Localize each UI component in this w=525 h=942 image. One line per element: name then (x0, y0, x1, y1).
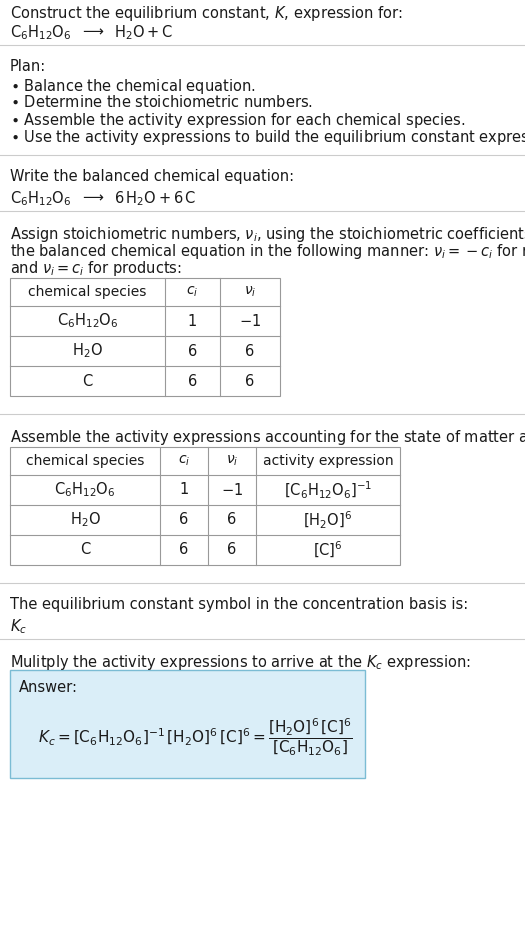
Text: 6: 6 (188, 344, 197, 359)
Text: 1: 1 (180, 482, 188, 497)
Text: $K_c$: $K_c$ (10, 617, 27, 636)
Text: and $\nu_i = c_i$ for products:: and $\nu_i = c_i$ for products: (10, 259, 182, 278)
Text: $[\mathrm{C_6H_{12}O_6}]^{-1}$: $[\mathrm{C_6H_{12}O_6}]^{-1}$ (284, 479, 372, 500)
Text: $-1$: $-1$ (239, 313, 261, 329)
Text: 1: 1 (188, 314, 197, 329)
Text: 6: 6 (180, 512, 188, 528)
Text: C: C (82, 373, 92, 388)
Text: Plan:: Plan: (10, 59, 46, 74)
Text: $[\mathrm{H_2O}]^6$: $[\mathrm{H_2O}]^6$ (303, 510, 352, 530)
Text: $\longrightarrow$: $\longrightarrow$ (80, 189, 105, 204)
Text: Assign stoichiometric numbers, $\nu_i$, using the stoichiometric coefficients, $: Assign stoichiometric numbers, $\nu_i$, … (10, 225, 525, 244)
Text: $\mathrm{H_2O}$: $\mathrm{H_2O}$ (70, 511, 100, 529)
Text: $\mathrm{H_2O + C}$: $\mathrm{H_2O + C}$ (114, 23, 173, 41)
Text: Assemble the activity expressions accounting for the state of matter and $\nu_i$: Assemble the activity expressions accoun… (10, 428, 525, 447)
Text: $\bullet$ Assemble the activity expression for each chemical species.: $\bullet$ Assemble the activity expressi… (10, 111, 465, 130)
Text: $\mathrm{6\,H_2O + 6\,C}$: $\mathrm{6\,H_2O + 6\,C}$ (114, 189, 196, 207)
Text: $K_c = [\mathrm{C_6H_{12}O_6}]^{-1}\,[\mathrm{H_2O}]^6\,[\mathrm{C}]^6 = \dfrac{: $K_c = [\mathrm{C_6H_{12}O_6}]^{-1}\,[\m… (38, 717, 353, 757)
Text: $\mathrm{H_2O}$: $\mathrm{H_2O}$ (72, 342, 103, 361)
Text: $\longrightarrow$: $\longrightarrow$ (80, 23, 105, 38)
Text: $[\mathrm{C}]^6$: $[\mathrm{C}]^6$ (313, 540, 343, 560)
Text: $\mathrm{C_6H_{12}O_6}$: $\mathrm{C_6H_{12}O_6}$ (54, 480, 116, 499)
Text: $-1$: $-1$ (221, 482, 243, 498)
Bar (10, 278, 280, 396)
Text: $\bullet$ Use the activity expressions to build the equilibrium constant express: $\bullet$ Use the activity expressions t… (10, 128, 525, 147)
Text: $c_i$: $c_i$ (178, 454, 190, 468)
Text: Answer:: Answer: (19, 680, 78, 695)
Text: the balanced chemical equation in the following manner: $\nu_i = -c_i$ for react: the balanced chemical equation in the fo… (10, 242, 525, 261)
Text: Mulitply the activity expressions to arrive at the $K_c$ expression:: Mulitply the activity expressions to arr… (10, 653, 471, 672)
Text: Write the balanced chemical equation:: Write the balanced chemical equation: (10, 169, 294, 184)
Text: 6: 6 (245, 344, 255, 359)
Text: $\nu_i$: $\nu_i$ (244, 284, 256, 300)
Text: 6: 6 (180, 543, 188, 558)
Text: 6: 6 (227, 512, 237, 528)
Text: $c_i$: $c_i$ (186, 284, 198, 300)
Text: $\bullet$ Balance the chemical equation.: $\bullet$ Balance the chemical equation. (10, 77, 256, 96)
Text: Construct the equilibrium constant, $K$, expression for:: Construct the equilibrium constant, $K$,… (10, 4, 403, 23)
Text: $\mathrm{C_6H_{12}O_6}$: $\mathrm{C_6H_{12}O_6}$ (10, 23, 71, 41)
Text: chemical species: chemical species (28, 285, 146, 299)
Text: $\nu_i$: $\nu_i$ (226, 454, 238, 468)
Bar (10, 447, 400, 565)
Text: C: C (80, 543, 90, 558)
Text: $\bullet$ Determine the stoichiometric numbers.: $\bullet$ Determine the stoichiometric n… (10, 94, 313, 110)
Text: 6: 6 (227, 543, 237, 558)
Text: $\mathrm{C_6H_{12}O_6}$: $\mathrm{C_6H_{12}O_6}$ (57, 312, 118, 331)
Text: 6: 6 (188, 373, 197, 388)
Text: chemical species: chemical species (26, 454, 144, 468)
Text: activity expression: activity expression (262, 454, 393, 468)
Bar (10, 670, 365, 778)
Text: $\mathrm{C_6H_{12}O_6}$: $\mathrm{C_6H_{12}O_6}$ (10, 189, 71, 207)
Text: 6: 6 (245, 373, 255, 388)
Text: The equilibrium constant symbol in the concentration basis is:: The equilibrium constant symbol in the c… (10, 597, 468, 612)
